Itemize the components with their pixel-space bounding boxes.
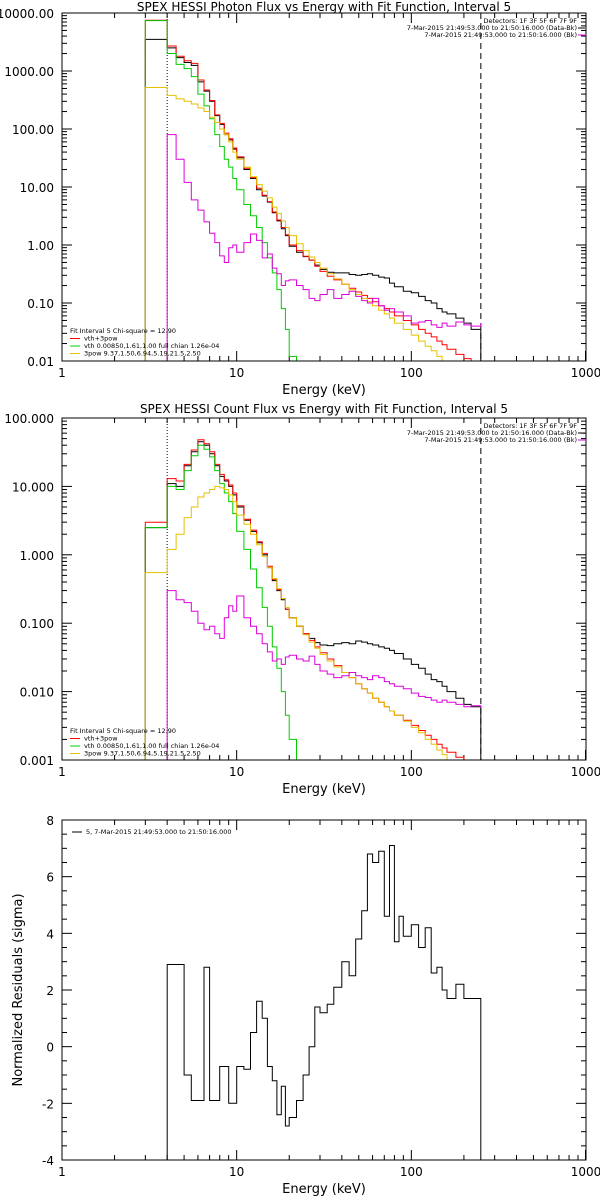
chart-title: SPEX HESSI Photon Flux vs Energy with Fi… [137,0,511,14]
y-axis-label: Normalized Residuals (sigma) [11,893,26,1086]
y-tick-label: 6 [46,871,54,885]
legend-line: vth+3pow [84,335,118,343]
legend-line: vth 0.00850,1.61,1.00 full chian 1.26e-0… [84,742,219,750]
x-tick-label: 10 [229,1165,244,1179]
series-group [144,13,482,361]
y-tick-label: 0 [46,1041,54,1055]
plot-frame [61,417,587,761]
legend-line: 5, 7-Mar-2015 21:49:53.000 to 21:50:16.0… [86,828,232,836]
series-line-1 [144,439,482,760]
series-line-0 [166,845,482,1160]
residuals-panel: 1 10 100 1000 -4 -2 0 2 4 6 8 Energy (keV) Normalize… [11,814,600,1197]
x-tick-label: 100 [400,1165,423,1179]
header-line: 7-Mar-2015 21:49:53.000 to 21:50:16.000 … [407,24,577,32]
x-tick-label: 10 [229,366,244,380]
y-tick-label: 0.001 [20,754,54,768]
x-axis-label: Energy (keV) [282,782,366,797]
series-line-2 [144,20,297,361]
chart-title: SPEX HESSI Count Flux vs Energy with Fit… [140,402,508,416]
legend-line: 3pow 9.37,1.50,6.94,5.19,21.5,2.50 [84,350,201,358]
x-tick-label: 1 [58,765,66,779]
legend-line: vth+3pow [84,735,118,743]
legend-line: Fit Interval 5 Chi-square = 12.90 [70,327,176,335]
y-tick-label: 10.00 [20,181,54,195]
y-tick-label: -2 [42,1097,54,1111]
legend-line: 3pow 9.37,1.50,6.94,5.19,21.5,2.50 [84,750,201,758]
y-tick-label: 1.000 [20,549,54,563]
header-line: Detectors: 1F 3F 5F 6F 7F 9F [483,422,577,430]
header-line: Detectors: 1F 3F 5F 6F 7F 9F [483,17,577,25]
y-tick-label: -4 [42,1154,54,1168]
y-tick-label: 8 [46,814,54,828]
y-tick-label: 1000.00 [4,65,54,79]
y-tick-label: 0.10 [27,297,54,311]
legend-line: Fit Interval 5 Chi-square = 12.90 [70,727,176,735]
series-line-0 [144,441,482,760]
series-line-3 [144,485,482,760]
x-tick-label: 1000 [571,1165,600,1179]
x-tick-label: 100 [400,765,423,779]
series-line-4 [166,590,482,760]
x-axis-label: Energy (keV) [282,1182,366,1197]
plot-frame [61,819,587,1161]
x-tick-label: 1 [58,1165,66,1179]
x-axis-label: Energy (keV) [282,383,366,398]
x-tick-label: 10 [229,765,244,779]
y-tick-label: 0.100 [20,617,54,631]
y-tick-label: 100.00 [12,123,54,137]
series-group [166,845,482,1160]
y-tick-label: 1.00 [27,239,54,253]
y-tick-label: 0.010 [20,686,54,700]
series-line-1 [144,19,482,361]
y-tick-label: 100.000 [4,412,54,426]
y-tick-label: 10000.00 [0,7,54,21]
plot-frame [61,12,587,362]
series-line-4 [166,134,482,361]
x-tick-label: 1000 [571,366,600,380]
photon-flux-panel: SPEX HESSI Photon Flux vs Energy with Fi… [0,0,600,398]
y-tick-label: 2 [46,984,54,998]
x-tick-label: 1000 [571,765,600,779]
y-tick-label: 4 [46,927,54,941]
header-line: 7-Mar-2015 21:49:53.000 to 21:50:16.000 … [424,436,577,444]
series-line-3 [144,87,482,361]
y-tick-label: 10.000 [12,480,54,494]
header-line: 7-Mar-2015 21:49:53.000 to 21:50:16.000 … [407,429,577,437]
count-flux-panel: SPEX HESSI Count Flux vs Energy with Fit… [4,402,600,797]
header-line: 7-Mar-2015 21:49:53.000 to 21:50:16.000 … [424,31,577,39]
y-tick-label: 0.01 [27,355,54,369]
series-group [144,418,482,760]
x-tick-label: 1 [58,366,66,380]
series-line-2 [144,444,297,760]
legend-line: vth 0.00850,1.61,1.00 full chian 1.26e-0… [84,342,219,350]
x-tick-label: 100 [400,366,423,380]
